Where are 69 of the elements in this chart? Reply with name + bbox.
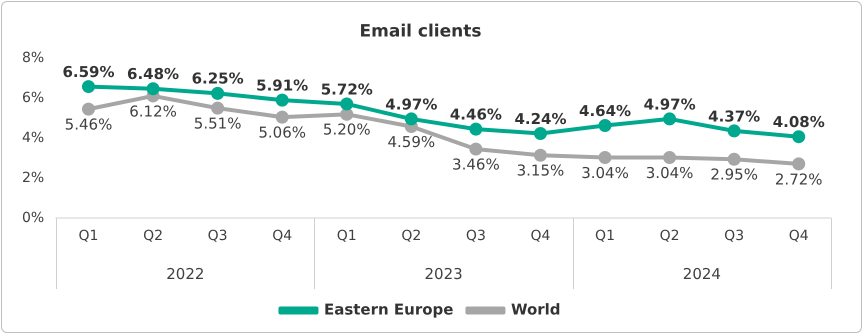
point [340, 97, 354, 110]
x-tick-label: Q4 [530, 228, 551, 244]
x-tick-label: Q3 [208, 228, 228, 244]
point [146, 82, 160, 96]
chart-title: Email clients [360, 22, 482, 42]
point [404, 112, 418, 126]
point [728, 124, 741, 138]
point [728, 152, 741, 166]
x-tick-label: Q1 [336, 228, 357, 244]
data-label: 5.06% [258, 124, 306, 142]
data-label: 4.24% [514, 110, 566, 128]
data-label: 5.46% [64, 116, 112, 134]
x-tick-label: Q4 [272, 228, 292, 244]
point [534, 127, 547, 140]
data-label: 5.20% [322, 120, 371, 139]
x-tick-label: Q4 [788, 228, 809, 244]
text: 2024 [682, 264, 721, 283]
point [82, 102, 95, 116]
data-label: 5.51% [194, 114, 242, 133]
data-label: 2.95% [710, 166, 758, 184]
data-label: 6.12% [129, 102, 177, 120]
y-tick-label: 2% [22, 170, 44, 186]
data-label: 6.25% [192, 70, 244, 88]
data-label: 3.04% [646, 164, 694, 182]
point [211, 102, 224, 115]
point [598, 119, 612, 132]
data-label: 2.72% [774, 170, 823, 188]
y-tick-label: 6% [22, 90, 44, 106]
point [276, 94, 289, 107]
data-label: 6.59% [62, 62, 115, 81]
data-label: 3.46% [452, 155, 500, 174]
data-label: 4.37% [708, 107, 760, 126]
point [598, 150, 612, 164]
point [792, 130, 806, 144]
data-label: 4.59% [387, 132, 436, 151]
data-label: 5.91% [256, 76, 308, 95]
point [276, 110, 289, 124]
y-tick-label: 8% [22, 50, 44, 66]
point [663, 150, 676, 164]
point [469, 142, 482, 156]
x-tick-label: Q2 [143, 228, 164, 244]
x-tick-label: Q2 [660, 228, 680, 244]
data-label: 4.08% [772, 113, 825, 132]
data-label: 4.97% [385, 95, 438, 114]
legend-label: Eastern Europe [324, 300, 454, 318]
legend-label: World [510, 300, 561, 318]
x-tick-label: Q3 [724, 228, 744, 244]
y-tick-label: 4% [22, 130, 44, 146]
data-label: 3.04% [581, 164, 629, 182]
text: 2022 [166, 264, 204, 283]
data-label: 6.48% [127, 65, 180, 84]
y-tick-label: 0% [22, 210, 44, 226]
point [663, 112, 676, 126]
data-label: 5.72% [320, 80, 373, 98]
x-tick-label: Q3 [466, 228, 486, 244]
text: 2023 [424, 264, 463, 283]
data-label: 4.97% [644, 95, 696, 114]
x-tick-label: Q2 [401, 228, 422, 244]
point [340, 108, 354, 121]
x-tick-label: Q1 [78, 228, 98, 244]
data-label: 3.15% [516, 162, 564, 180]
point [792, 157, 806, 170]
data-label: 4.64% [578, 102, 632, 120]
point [534, 148, 547, 162]
point [82, 80, 95, 94]
point [469, 122, 482, 136]
point [211, 86, 224, 100]
x-tick-label: Q1 [595, 228, 615, 244]
data-label: 4.46% [450, 106, 502, 124]
